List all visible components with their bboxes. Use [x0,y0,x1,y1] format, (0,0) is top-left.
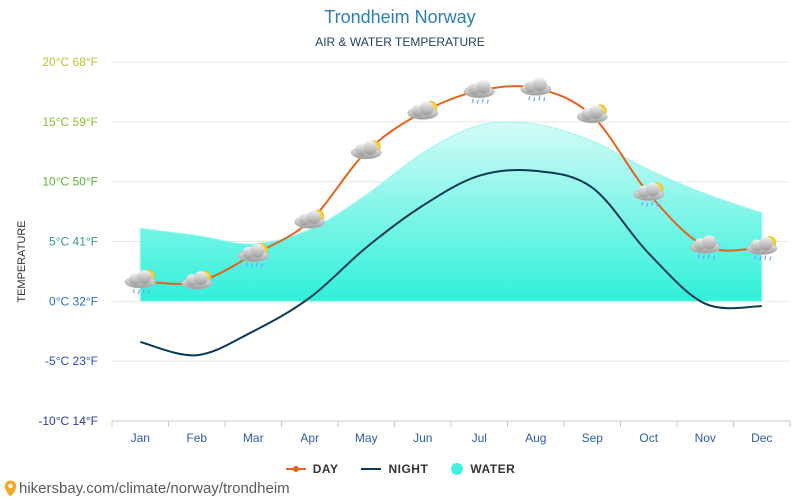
x-tick-label: Oct [639,431,658,445]
legend-water-label: WATER [470,462,516,476]
cloud-sun-icon [407,100,439,120]
x-tick-label: Jan [131,431,150,445]
y-axis-label: TEMPERATURE [16,220,28,302]
cloud-sun-rain-icon [238,243,269,268]
x-tick-label: Aug [525,431,546,445]
y-tick-label: 5°C 41°F [49,235,98,249]
x-tick-label: Feb [186,431,207,445]
x-tick-label: Jul [472,431,487,445]
legend-day-label: DAY [312,462,339,476]
x-tick-label: Jun [413,431,432,445]
x-tick-label: Sep [582,431,604,445]
x-tick-label: Dec [751,431,772,445]
y-tick-label: -5°C 23°F [45,354,98,368]
cloud-sun-icon [350,140,382,160]
chart-title: Trondheim Norway [324,7,476,27]
cloud-rain-icon [520,77,552,102]
cloud-sun-icon [294,209,326,229]
night-line [140,168,762,357]
water-area [139,121,763,302]
chart-legend: DAY NIGHT WATER [0,462,800,476]
legend-item-night: NIGHT [360,462,428,476]
cloud-sun-icon [576,104,608,124]
x-tick-label: Apr [300,431,319,445]
cloud-rain-icon [689,235,721,260]
chart-subtitle: AIR & WATER TEMPERATURE [315,35,485,49]
y-tick-label: 20°C 68°F [42,55,98,69]
y-tick-label: 10°C 50°F [42,175,98,189]
location-pin-icon [4,480,17,497]
legend-day-swatch [285,466,306,472]
y-tick-label: -10°C 14°F [38,414,98,428]
cloud-sun-rain-icon [125,269,156,295]
legend-night-swatch [361,468,382,470]
source-link[interactable]: hikersbay.com/climate/norway/trondheim [4,480,290,497]
legend-night-label: NIGHT [388,462,429,476]
cloud-sun-rain-icon [746,236,778,261]
y-tick-label: 0°C 32°F [49,294,98,308]
x-tick-label: Mar [243,431,264,445]
legend-water-swatch [451,463,464,475]
y-tick-label: 15°C 59°F [42,115,98,129]
cloud-sun-rain-icon [633,182,665,207]
cloud-sun-icon [181,270,213,290]
legend-item-water: WATER [450,462,515,476]
x-tick-label: Nov [695,431,716,445]
cloud-rain-icon [463,79,495,104]
legend-item-day: DAY [285,462,339,476]
x-tick-label: May [355,431,378,445]
source-url: hikersbay.com/climate/norway/trondheim [19,480,290,497]
